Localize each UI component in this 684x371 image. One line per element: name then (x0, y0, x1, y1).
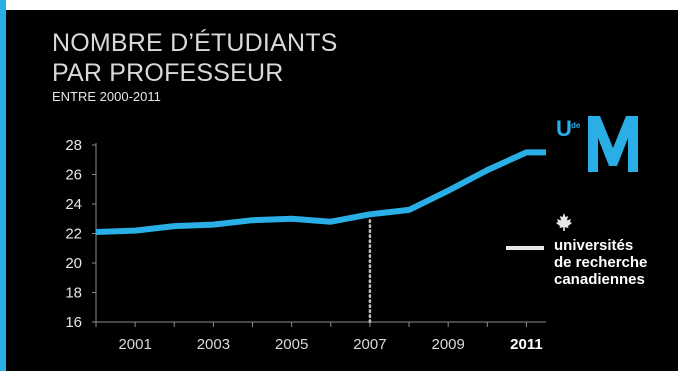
org-line-3: canadiennes (554, 271, 645, 288)
left-accent-bar (0, 0, 6, 371)
x-tick-label: 2009 (431, 336, 464, 353)
x-tick-label: 2011 (510, 336, 543, 353)
maple-leaf-icon (556, 213, 572, 231)
title-line-2: PAR PROFESSEUR (52, 59, 284, 87)
chart-title: NOMBRE D’ÉTUDIANTS PAR PROFESSEUR (52, 28, 338, 88)
udem-logo: U de (556, 116, 638, 172)
x-tick-label: 2005 (275, 336, 308, 353)
slide: NOMBRE D’ÉTUDIANTS PAR PROFESSEUR ENTRE … (6, 10, 678, 371)
line-chart: 16 18 20 22 24 26 28 2001 2003 2005 2007 2009 2011 (65, 137, 546, 353)
org-name: universités de recherche canadiennes (554, 237, 647, 288)
y-tick-label: 24 (65, 196, 82, 213)
logo-de: de (571, 121, 581, 130)
y-tick-label: 20 (65, 255, 82, 272)
org-line-1: universités (554, 237, 634, 254)
logo-m (588, 116, 638, 172)
org-line-2: de recherche (554, 254, 648, 271)
series-group (95, 149, 546, 235)
y-tick-label: 22 (65, 226, 82, 243)
x-axis: 2001 2003 2005 2007 2009 2011 (95, 321, 546, 353)
x-tick-label: 2007 (353, 336, 386, 353)
y-tick-label: 16 (65, 314, 82, 331)
title-line-1: NOMBRE D’ÉTUDIANTS (52, 29, 338, 57)
x-tick-label: 2003 (197, 336, 230, 353)
y-tick-label: 18 (65, 285, 82, 302)
y-tick-label: 26 (65, 167, 82, 184)
y-tick-label: 28 (65, 137, 82, 154)
chart-subtitle: ENTRE 2000-2011 (52, 89, 161, 104)
series-line-students-per-professor (95, 149, 546, 235)
org-dash (506, 246, 544, 250)
logo-u: U (556, 116, 572, 141)
x-tick-label: 2001 (118, 336, 151, 353)
y-axis: 16 18 20 22 24 26 28 (65, 137, 97, 331)
right-edge (678, 0, 684, 371)
